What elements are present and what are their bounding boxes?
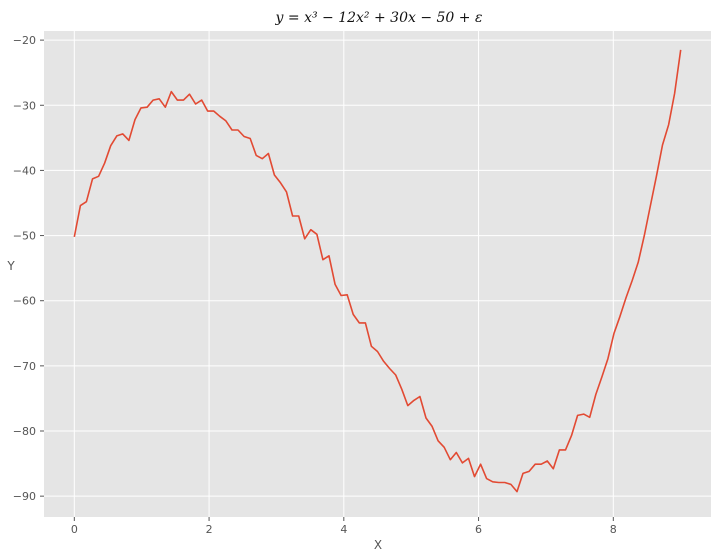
- series-line: [73, 49, 682, 493]
- y-tick-label: −90: [13, 490, 36, 503]
- x-tick-label: 0: [71, 523, 78, 536]
- grid: [44, 31, 711, 517]
- x-axis-label: X: [374, 538, 382, 552]
- y-axis-label: Y: [6, 259, 15, 273]
- ticks: 0 2 4 6 8 −20 −30 −40 −50 −60 −70 −80 −90: [13, 34, 617, 536]
- x-tick-label: 2: [206, 523, 213, 536]
- y-tick-label: −20: [13, 34, 36, 47]
- series-group: [73, 49, 682, 493]
- y-tick-label: −40: [13, 164, 36, 177]
- y-tick-label: −50: [13, 230, 36, 243]
- y-tick-label: −70: [13, 360, 36, 373]
- x-tick-label: 6: [475, 523, 482, 536]
- plot-area: [44, 31, 711, 517]
- x-tick-label: 4: [340, 523, 347, 536]
- y-tick-label: −60: [13, 295, 36, 308]
- chart-title: y = x³ − 12x² + 30x − 50 + ε: [275, 10, 483, 26]
- y-tick-label: −30: [13, 99, 36, 112]
- y-tick-label: −80: [13, 425, 36, 438]
- x-tick-label: 8: [610, 523, 617, 536]
